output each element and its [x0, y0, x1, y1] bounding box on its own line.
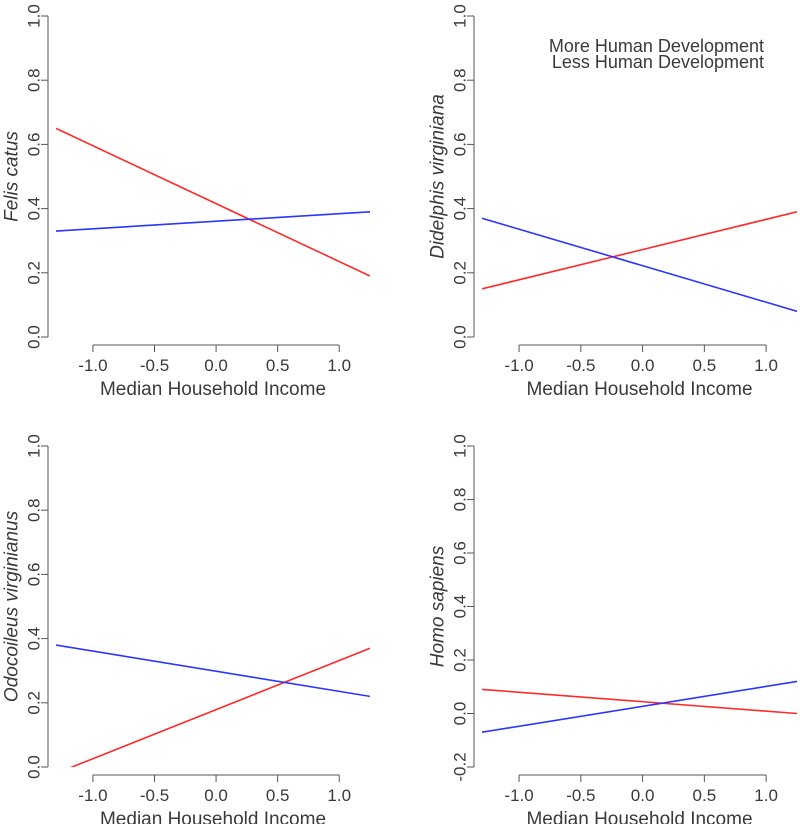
x-tick-label: 1.0: [327, 786, 351, 805]
y-tick-label: 1.0: [451, 434, 470, 458]
legend-label-less: Less Human Development: [552, 52, 764, 72]
chart-panel-didelphis-virginiana: 0.00.20.40.60.81.0-1.0 -0.5 0.0 0.5 1.0Media…: [428, 4, 797, 400]
y-tick-label: 0.0: [451, 702, 470, 726]
y-tick-label: 0.2: [25, 261, 44, 285]
y-tick-label: 0.6: [25, 563, 44, 587]
chart-panel-homo-sapiens: -0.20.00.20.40.60.81.0-1.0 -0.5 0.0 0.5 1.0M…: [428, 434, 797, 824]
y-tick-label: 0.0: [25, 325, 44, 349]
y-axis-title: Homo sapiens: [428, 545, 449, 667]
y-tick-label: 0.8: [451, 68, 470, 92]
x-tick-label: -0.5: [566, 786, 595, 805]
x-tick-label: 0.5: [693, 786, 717, 805]
series-line-more-human-development: [482, 688, 797, 715]
chart-panel-felis-catus: 0.00.20.40.60.81.0-1.0 -0.5 0.0 0.5 1.0Media…: [2, 4, 370, 400]
x-tick-label: 0.5: [266, 786, 290, 805]
x-axis-title: Median Household Income: [526, 809, 752, 824]
y-tick-label: 0.0: [451, 325, 470, 349]
x-axis-title: Median Household Income: [526, 379, 752, 400]
x-tick-label: 0.5: [266, 356, 290, 375]
y-tick-label: 0.4: [25, 627, 44, 651]
y-tick-label: 0.2: [451, 261, 470, 285]
x-tick-label: 0.0: [631, 356, 655, 375]
x-tick-label: -0.5: [140, 786, 169, 805]
y-tick-label: 0.6: [451, 541, 470, 565]
x-tick-label: -1.0: [78, 356, 107, 375]
x-tick-label: -0.5: [566, 356, 595, 375]
x-tick-label: 1.0: [754, 786, 778, 805]
x-tick-label: 1.0: [327, 356, 351, 375]
y-tick-label: 0.8: [25, 498, 44, 522]
x-tick-label: 1.0: [754, 356, 778, 375]
series-line-more-human-development: [69, 647, 370, 767]
x-tick-label: -1.0: [78, 786, 107, 805]
series-line-less-human-development: [482, 680, 797, 734]
y-tick-label: 1.0: [25, 4, 44, 28]
y-tick-label: 0.8: [25, 68, 44, 92]
y-tick-label: 0.6: [25, 133, 44, 157]
y-tick-label: 0.4: [451, 595, 470, 619]
y-axis-title: Odocoileus virginianus: [2, 510, 23, 702]
legend-label-more: More Human Development: [549, 36, 764, 56]
x-tick-label: -1.0: [504, 786, 533, 805]
x-tick-label: -1.0: [504, 356, 533, 375]
x-tick-label: 0.5: [693, 356, 717, 375]
y-axis-title: Didelphis virginiana: [428, 94, 449, 259]
x-tick-label: 0.0: [204, 786, 228, 805]
y-tick-label: 0.2: [451, 648, 470, 672]
y-tick-label: 0.4: [25, 197, 44, 221]
series-line-more-human-development: [482, 211, 797, 290]
x-tick-label: 0.0: [204, 356, 228, 375]
chart-panel-odocoileus-virginianus: 0.00.20.40.60.81.0-1.0 -0.5 0.0 0.5 1.0Media…: [2, 434, 370, 824]
x-axis-title: Median Household Income: [100, 809, 326, 824]
y-tick-label: 1.0: [451, 4, 470, 28]
x-tick-label: 0.0: [631, 786, 655, 805]
y-tick-label: 0.8: [451, 488, 470, 512]
y-tick-label: 0.6: [451, 133, 470, 157]
x-tick-label: -0.5: [140, 356, 169, 375]
series-line-less-human-development: [56, 644, 370, 698]
series-line-less-human-development: [56, 211, 370, 232]
legend: More Human Development Less Human Develo…: [549, 36, 764, 72]
x-axis-title: Median Household Income: [100, 379, 326, 400]
y-tick-label: 0.0: [25, 755, 44, 779]
series-line-more-human-development: [56, 127, 370, 277]
y-axis-title: Felis catus: [2, 131, 23, 222]
y-tick-label: 0.4: [451, 197, 470, 221]
y-tick-label: -0.2: [451, 752, 470, 781]
series-line-less-human-development: [482, 217, 797, 313]
y-tick-label: 1.0: [25, 434, 44, 458]
y-tick-label: 0.2: [25, 691, 44, 715]
